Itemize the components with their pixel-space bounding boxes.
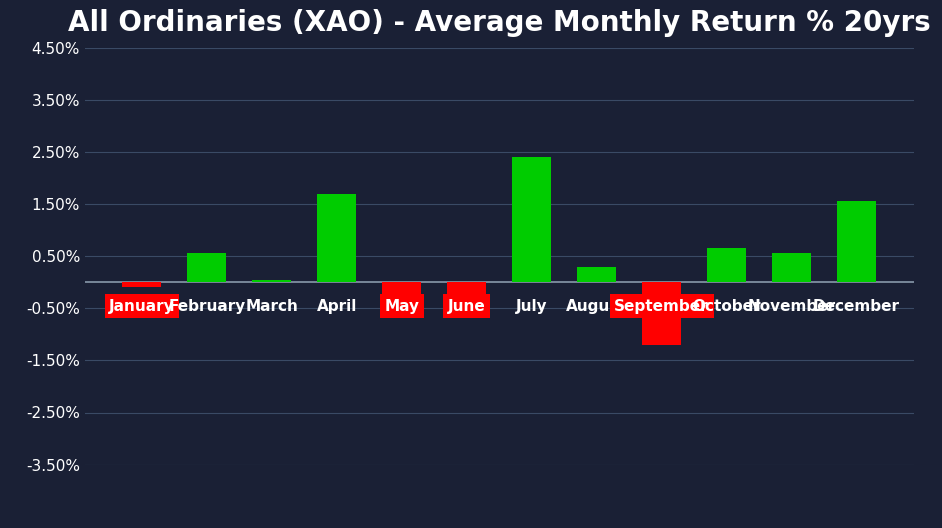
Text: October: October (692, 299, 761, 314)
Text: May: May (384, 299, 419, 314)
Bar (577, 267, 616, 282)
Bar (707, 248, 746, 282)
Text: January: January (109, 299, 175, 314)
Text: September: September (614, 299, 709, 314)
Text: September: September (614, 299, 709, 314)
Text: June: June (447, 299, 486, 314)
Title: All Ordinaries (XAO) - Average Monthly Return % 20yrs: All Ordinaries (XAO) - Average Monthly R… (68, 9, 931, 37)
Bar (252, 279, 291, 282)
Text: August: August (566, 299, 627, 314)
Bar (837, 201, 876, 282)
Bar (642, 282, 681, 345)
Text: December: December (813, 299, 900, 314)
Bar (512, 157, 551, 282)
Text: July: July (516, 299, 547, 314)
Text: April: April (317, 299, 357, 314)
Bar (772, 253, 811, 282)
Bar (187, 253, 226, 282)
Text: January: January (109, 299, 175, 314)
Bar (317, 193, 356, 282)
Bar (122, 282, 161, 287)
Text: November: November (748, 299, 836, 314)
Text: June: June (447, 299, 486, 314)
Text: February: February (169, 299, 246, 314)
Bar (447, 282, 486, 316)
Text: May: May (384, 299, 419, 314)
Bar (382, 282, 421, 316)
Text: March: March (246, 299, 299, 314)
